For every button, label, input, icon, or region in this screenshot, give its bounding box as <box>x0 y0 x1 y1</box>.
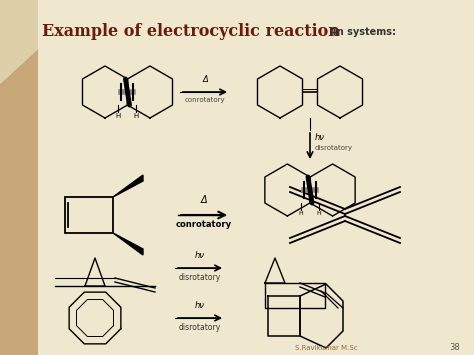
Text: disrotatory: disrotatory <box>315 145 353 151</box>
Text: disrotatory: disrotatory <box>179 273 221 282</box>
Text: 4n systems:: 4n systems: <box>330 27 396 37</box>
Text: Example of electrocyclic reaction: Example of electrocyclic reaction <box>42 23 340 40</box>
Text: Δ: Δ <box>202 75 208 84</box>
Text: H: H <box>116 113 121 119</box>
Text: hν: hν <box>315 133 325 142</box>
Text: disrotatory: disrotatory <box>179 323 221 332</box>
Text: hν: hν <box>195 301 205 310</box>
Text: H: H <box>134 113 139 119</box>
Text: S.Ravikumar M.Sc: S.Ravikumar M.Sc <box>295 345 357 351</box>
Text: H: H <box>299 211 303 216</box>
Polygon shape <box>113 175 143 197</box>
Text: conrotatory: conrotatory <box>185 97 225 103</box>
Text: Δ: Δ <box>201 195 207 205</box>
Bar <box>0 0 38 355</box>
Text: 38: 38 <box>450 344 460 353</box>
Text: conrotatory: conrotatory <box>176 220 232 229</box>
Bar <box>65 197 113 233</box>
Text: hν: hν <box>195 251 205 260</box>
Polygon shape <box>0 0 38 85</box>
Polygon shape <box>113 233 143 255</box>
Text: H: H <box>317 211 321 216</box>
